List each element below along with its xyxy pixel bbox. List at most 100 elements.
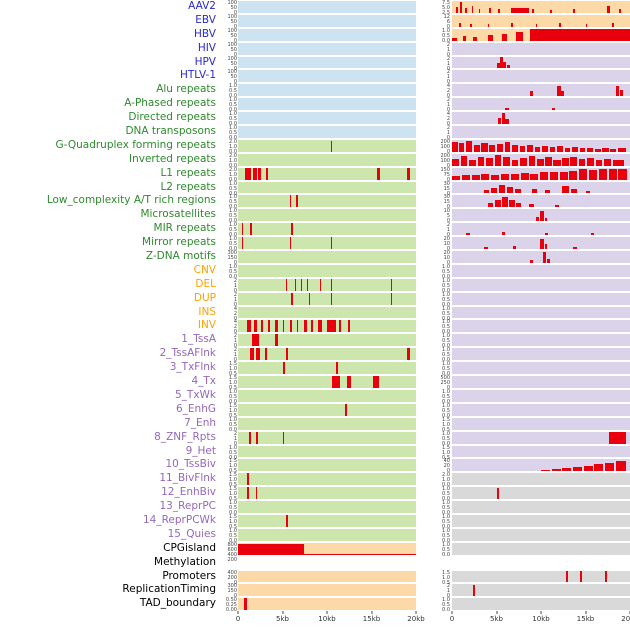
- signal-bar: [391, 292, 393, 305]
- track-row-directed-repeats: Directed repeats 1.0 0.5 0.0 4 2 0: [2, 111, 630, 127]
- signal-bar: [501, 232, 506, 236]
- track-label: Microsatellites: [140, 208, 216, 221]
- y-axis-ticks: 1.0 0.5 0.0: [416, 333, 452, 349]
- y-tick-label: 0.5: [442, 296, 450, 303]
- y-axis-ticks: 1.0 0.5 0.0: [416, 431, 452, 446]
- signal-bar: [604, 158, 612, 166]
- signal-bar: [540, 238, 544, 250]
- x-tick-label: 5kb: [490, 615, 503, 624]
- signal-bar: [303, 320, 307, 333]
- signal-bar: [310, 320, 313, 333]
- signal-bar: [487, 34, 493, 41]
- left-panel-9-het: [238, 445, 416, 458]
- signal-bar: [503, 61, 507, 69]
- right-panel-inv: [452, 320, 630, 333]
- signal-bar: [585, 190, 590, 194]
- track-label: 4_Tx: [191, 375, 216, 388]
- signal-bar: [520, 172, 529, 180]
- y-tick-label: 100: [227, 0, 237, 6]
- signal-bar: [491, 187, 498, 194]
- y-tick-label: 0.0: [442, 523, 450, 530]
- y-axis-ticks: 1.0 0.5 0.0: [222, 264, 238, 280]
- signal-bar: [594, 464, 604, 472]
- track-label: 8_ZNF_Rpts: [154, 430, 216, 443]
- signal-bar: [570, 156, 578, 166]
- track-label: Inverted repeats: [128, 152, 216, 165]
- y-tick-label: 50: [230, 46, 237, 53]
- y-tick-label: 1: [233, 352, 237, 359]
- y-axis-ticks: 20 10 0: [416, 250, 452, 266]
- y-tick-label: 0.5: [229, 468, 237, 475]
- y-tick-label: 0.5: [229, 268, 237, 275]
- signal-bar: [332, 376, 341, 388]
- y-axis-ticks: 1.5 1.0 0.5: [416, 444, 452, 460]
- y-tick-label: 0: [446, 23, 450, 30]
- y-tick-label: 1: [446, 227, 450, 234]
- y-tick-label: 0.0: [442, 357, 450, 364]
- signal-bar: [468, 159, 477, 166]
- signal-bar: [619, 9, 622, 13]
- track-row-12-enhbiv: 12_EnhBiv 1.5 1.0 0.5 1.0 0.5 0.0: [2, 486, 630, 502]
- left-panel-dup: [238, 292, 416, 305]
- y-tick-label: 1.5: [442, 444, 450, 451]
- y-axis-ticks: 1.5 1.0 0.5: [222, 514, 238, 529]
- signal-bar: [481, 142, 488, 152]
- y-tick-label: 0.0: [229, 537, 237, 544]
- signal-bar: [330, 292, 332, 305]
- y-axis-ticks: 1.5 1.0 0.5: [222, 472, 238, 488]
- y-tick-label: 4: [446, 83, 450, 90]
- y-tick-label: 0: [233, 65, 237, 72]
- y-tick-label: 0.0: [442, 371, 450, 378]
- signal-bar: [544, 244, 548, 250]
- y-tick-label: 0.0: [442, 537, 450, 544]
- signal-bar: [407, 167, 411, 180]
- y-tick-label: 0.0: [442, 315, 450, 322]
- x-tick-label: 20kb: [407, 615, 425, 624]
- signal-bar: [615, 461, 627, 472]
- y-tick-label: 0.5: [442, 366, 450, 373]
- y-axis-ticks: 1.5 1.0 0.5: [222, 361, 238, 377]
- y-tick-label: 2: [446, 69, 450, 76]
- y-tick-label: 1.5: [229, 472, 237, 479]
- signal-bar: [295, 195, 298, 208]
- y-tick-label: 2: [233, 347, 237, 354]
- y-tick-label: 0.5: [229, 412, 237, 419]
- x-axis-row: 0 5kb 10kb 15kb 20kb 0 5kb 10kb 15kb 20kb: [2, 611, 630, 628]
- signal-bar: [498, 118, 502, 125]
- track-label: DUP: [193, 291, 216, 304]
- y-axis-ticks: [222, 556, 238, 570]
- y-tick-label: 0.5: [442, 407, 450, 414]
- y-tick-label: 1.0: [229, 97, 237, 104]
- signal-bar: [265, 167, 269, 180]
- left-panel-hiv: [238, 42, 416, 55]
- y-tick-label: 20: [443, 250, 450, 257]
- track-label: HBV: [194, 27, 216, 40]
- right-panel-dup: [452, 292, 630, 305]
- track-row-hiv: HIV 100 50 0 2 1 0: [2, 42, 630, 57]
- y-axis-ticks: 7.5 5.0 2.5: [416, 0, 452, 16]
- signal-bar: [407, 348, 410, 361]
- signal-bar: [330, 237, 332, 250]
- track-row-methylation: Methylation: [2, 556, 630, 570]
- signal-bar: [268, 320, 270, 333]
- signal-bar: [562, 468, 572, 472]
- y-tick-label: 0.5: [442, 579, 450, 586]
- left-panel-3-txflnk: [238, 362, 416, 375]
- right-panel-1-tssa: [452, 334, 630, 347]
- track-label: Alu repeats: [156, 83, 216, 96]
- track-row-7-enh: 7_Enh 1.0 0.5 0.0 1.5 1.0 0.5: [2, 417, 630, 432]
- y-tick-label: 0.0: [229, 273, 237, 280]
- left-panel-15-quies: [238, 528, 416, 541]
- signal-bar: [612, 22, 615, 27]
- y-tick-label: 0.5: [442, 393, 450, 400]
- y-tick-label: 1.0: [442, 541, 450, 548]
- y-tick-label: 1.0: [229, 380, 237, 387]
- y-tick-label: 0: [446, 385, 450, 392]
- left-panel-8-znf-rpts: [238, 431, 416, 444]
- y-tick-label: 150: [227, 588, 237, 595]
- signal-bar: [496, 63, 500, 69]
- track-row-6-enhg: 6_EnhG 1.5 1.0 0.5 1.0 0.5 0.0: [2, 403, 630, 419]
